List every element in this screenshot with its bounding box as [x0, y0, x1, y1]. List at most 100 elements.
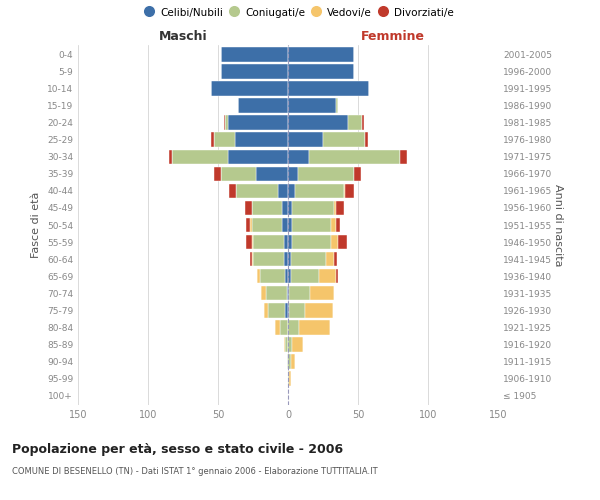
Bar: [280, 320, 288, 334]
Bar: [251, 235, 253, 250]
Bar: [169, 150, 172, 164]
Bar: [287, 286, 288, 300]
Bar: [335, 269, 338, 283]
Bar: [228, 116, 288, 130]
Bar: [214, 132, 235, 147]
Bar: [228, 150, 288, 164]
Bar: [292, 200, 334, 215]
Bar: [288, 286, 289, 300]
Bar: [289, 303, 305, 318]
Bar: [288, 64, 354, 78]
Bar: [284, 337, 285, 351]
Bar: [310, 286, 334, 300]
Bar: [288, 218, 292, 232]
Bar: [221, 64, 288, 78]
Bar: [331, 235, 338, 250]
Bar: [288, 82, 369, 96]
Bar: [257, 269, 260, 283]
Bar: [335, 200, 344, 215]
Text: Popolazione per età, sesso e stato civile - 2006: Popolazione per età, sesso e stato civil…: [12, 442, 343, 456]
Bar: [344, 184, 346, 198]
Text: Femmine: Femmine: [361, 30, 425, 44]
Bar: [319, 269, 335, 283]
Bar: [268, 303, 285, 318]
Bar: [288, 320, 299, 334]
Bar: [235, 132, 288, 147]
Bar: [262, 286, 266, 300]
Bar: [334, 200, 335, 215]
Bar: [236, 184, 278, 198]
Bar: [346, 184, 354, 198]
Bar: [326, 252, 334, 266]
Bar: [251, 200, 283, 215]
Bar: [295, 184, 344, 198]
Bar: [323, 132, 365, 147]
Bar: [285, 303, 288, 318]
Bar: [348, 116, 362, 130]
Bar: [172, 150, 228, 164]
Bar: [284, 252, 288, 266]
Bar: [288, 132, 323, 147]
Bar: [251, 218, 283, 232]
Bar: [335, 98, 338, 113]
Bar: [287, 354, 288, 368]
Bar: [309, 150, 400, 164]
Bar: [245, 200, 251, 215]
Bar: [251, 252, 253, 266]
Text: COMUNE DI BESENELLO (TN) - Dati ISTAT 1° gennaio 2006 - Elaborazione TUTTITALIA.: COMUNE DI BESENELLO (TN) - Dati ISTAT 1°…: [12, 468, 377, 476]
Bar: [278, 184, 288, 198]
Bar: [283, 200, 288, 215]
Bar: [260, 269, 285, 283]
Bar: [214, 166, 221, 181]
Bar: [211, 82, 288, 96]
Bar: [305, 303, 333, 318]
Bar: [288, 337, 292, 351]
Bar: [224, 116, 225, 130]
Bar: [288, 303, 289, 318]
Bar: [221, 166, 256, 181]
Bar: [253, 235, 284, 250]
Bar: [238, 98, 288, 113]
Bar: [334, 252, 337, 266]
Bar: [284, 235, 288, 250]
Bar: [285, 269, 288, 283]
Bar: [288, 184, 295, 198]
Bar: [400, 150, 407, 164]
Bar: [211, 132, 214, 147]
Bar: [291, 354, 295, 368]
Bar: [291, 252, 326, 266]
Bar: [264, 303, 268, 318]
Bar: [365, 132, 368, 147]
Bar: [292, 337, 304, 351]
Bar: [266, 286, 287, 300]
Bar: [338, 235, 347, 250]
Bar: [288, 166, 298, 181]
Bar: [292, 235, 331, 250]
Bar: [250, 218, 251, 232]
Bar: [288, 116, 348, 130]
Bar: [288, 252, 291, 266]
Bar: [289, 286, 310, 300]
Y-axis label: Anni di nascita: Anni di nascita: [553, 184, 563, 266]
Bar: [299, 320, 330, 334]
Bar: [288, 354, 291, 368]
Bar: [288, 235, 292, 250]
Bar: [225, 116, 228, 130]
Bar: [275, 320, 280, 334]
Bar: [250, 252, 251, 266]
Bar: [354, 166, 361, 181]
Text: Maschi: Maschi: [158, 30, 208, 44]
Bar: [288, 372, 289, 386]
Bar: [288, 200, 292, 215]
Bar: [298, 166, 354, 181]
Bar: [288, 98, 335, 113]
Bar: [288, 47, 354, 62]
Bar: [292, 218, 331, 232]
Bar: [331, 218, 335, 232]
Bar: [283, 218, 288, 232]
Bar: [289, 372, 291, 386]
Bar: [253, 252, 284, 266]
Bar: [246, 235, 251, 250]
Y-axis label: Fasce di età: Fasce di età: [31, 192, 41, 258]
Bar: [246, 218, 250, 232]
